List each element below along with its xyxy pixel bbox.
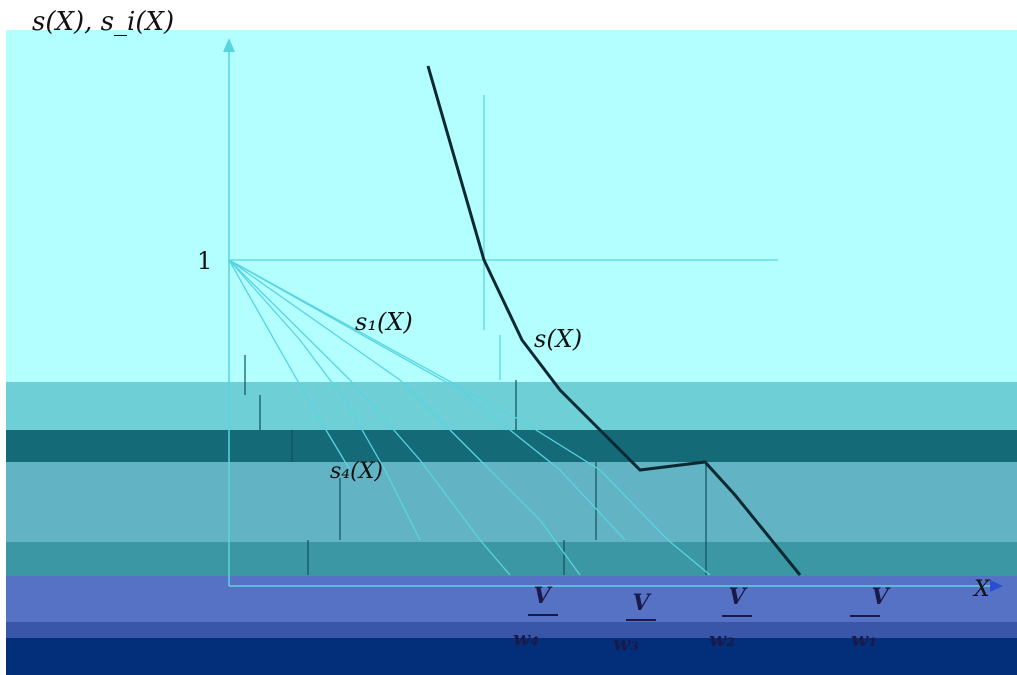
curve-label-aggregate: s(X)	[534, 325, 582, 353]
curve-label-s1: s₁(X)	[355, 308, 413, 336]
band-teal-dark	[6, 430, 1017, 462]
curve-s5	[228, 259, 421, 541]
curve-s4	[228, 259, 511, 576]
x-tick-3-num: V	[728, 584, 747, 610]
curve-s3	[228, 259, 581, 576]
band-teal-mid	[6, 462, 1017, 542]
x-tick-2: V w₃	[613, 590, 656, 655]
x-tick-2-den: w₃	[613, 631, 639, 655]
x-tick-4-num: V	[871, 584, 890, 610]
band-navy	[6, 638, 1017, 675]
band-teal-light	[6, 382, 1017, 430]
curve-label-s4: s₄(X)	[330, 459, 383, 484]
x-tick-3-den: w₂	[709, 627, 735, 651]
reference-lines	[244, 95, 707, 575]
x-axis-arrow-icon	[990, 580, 1003, 592]
curve-s2	[228, 259, 626, 541]
band-teal-deep	[6, 542, 1017, 576]
x-tick-3: V w₂	[709, 584, 752, 651]
x-tick-4: V w₁	[850, 584, 890, 651]
y-axis-label: s(X), s_i(X)	[32, 7, 174, 37]
x-tick-1-den: w₄	[513, 626, 539, 650]
x-tick-2-num: V	[632, 590, 651, 616]
y-tick-one: 1	[197, 247, 212, 275]
band-light-cyan	[6, 30, 1017, 382]
x-axis-label: X	[972, 577, 991, 602]
x-tick-4-den: w₁	[851, 627, 877, 651]
individual-curves	[228, 259, 711, 576]
band-blue	[6, 576, 1017, 622]
y-axis-arrow-icon	[223, 38, 235, 52]
curve-s1	[228, 259, 711, 576]
x-tick-1-num: V	[533, 583, 552, 609]
aggregate-curve	[426, 65, 802, 576]
band-indigo	[6, 622, 1017, 638]
curve-s6	[228, 259, 351, 471]
x-tick-1: V w₄	[513, 583, 558, 650]
